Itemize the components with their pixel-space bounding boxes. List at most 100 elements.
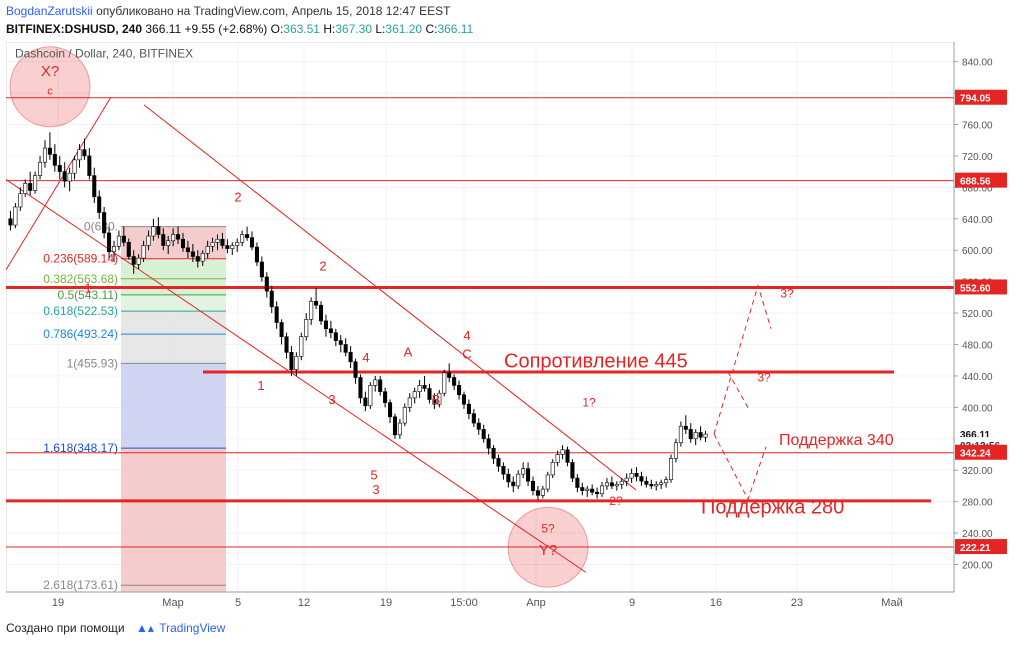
channel-line — [143, 104, 637, 491]
candle-body — [585, 488, 590, 491]
fib-zone — [121, 334, 226, 364]
fib-level-label: 1.618(348.17) — [43, 441, 118, 455]
wave-label-n1b: 1 — [257, 378, 264, 393]
high-value: 367.30 — [335, 22, 373, 36]
candle-body — [141, 245, 146, 259]
price-chart[interactable]: 0(630. 0.236(589.14) 0.382(563.68) 0.5(543.… — [5, 41, 1009, 611]
tradingview-logo-icon[interactable]: ▲▴ — [135, 621, 154, 635]
wave-label-B: B — [432, 392, 441, 407]
candle-body — [535, 490, 540, 496]
x-tick-label: 9 — [629, 597, 635, 609]
tradingview-link[interactable]: TradingView — [159, 621, 226, 635]
fib-level-label: 0.382(563.68) — [43, 272, 118, 286]
candle-body — [629, 473, 634, 479]
candle-body — [77, 149, 82, 161]
candle-body — [693, 432, 698, 440]
y-tick-label: 720.00 — [962, 152, 993, 163]
candle-body — [156, 226, 161, 235]
fib-level-label: 0.618(522.53) — [43, 304, 118, 318]
y-tick-label: 600.00 — [962, 246, 993, 257]
candle-body — [230, 245, 235, 249]
y-tick-label: 400.00 — [962, 403, 993, 414]
x-tick-label: Мар — [162, 597, 184, 609]
fib-zone — [121, 311, 226, 335]
candle-body — [373, 379, 378, 386]
candle-body — [555, 454, 560, 463]
candle-body — [639, 476, 644, 482]
candle-body — [678, 425, 683, 444]
candle-body — [565, 449, 570, 463]
candle-body — [560, 449, 565, 455]
candle-body — [279, 322, 284, 337]
candle-body — [92, 175, 97, 198]
candle-body — [259, 261, 264, 278]
symbol-info: BITFINEX:DSHUSD, 240 366.11 +9.55 (+2.68… — [6, 22, 473, 36]
candle-body — [240, 234, 245, 243]
candle-body — [8, 218, 13, 226]
x-tick-label: 16 — [710, 597, 722, 609]
y-tick-label: 760.00 — [962, 121, 993, 132]
candle-body — [486, 438, 491, 449]
candle-body — [466, 403, 471, 414]
symbol-label: BITFINEX:DSHUSD, 240 — [6, 22, 143, 36]
candle-body — [609, 482, 614, 487]
candle-body — [121, 235, 126, 243]
candle-body — [649, 484, 654, 487]
candle-body — [511, 481, 516, 487]
candle-body — [545, 474, 550, 490]
candle-body — [659, 482, 664, 485]
candle-body — [461, 394, 467, 405]
wave-label-q1: 1? — [582, 396, 596, 410]
candle-body — [388, 402, 393, 418]
projection-path-mid — [727, 371, 751, 412]
candle-body — [432, 399, 437, 405]
wave-label-n3a: 3 — [328, 392, 335, 407]
x-tick-label: 23 — [791, 597, 803, 609]
candle-body — [343, 344, 348, 353]
y-tick-label: 280.00 — [962, 498, 993, 509]
price-marker-label: 366.11 — [960, 430, 990, 441]
fib-zone — [121, 258, 226, 279]
candle-body — [23, 183, 28, 194]
close-value: 366.11 — [437, 22, 474, 36]
candle-body — [205, 245, 210, 254]
candle-body — [294, 355, 299, 370]
candle-body — [634, 473, 639, 477]
candle-body — [614, 484, 619, 487]
wave-label-q2: 2? — [609, 494, 623, 508]
candle-body — [481, 429, 486, 440]
y-target-circle — [507, 506, 589, 588]
candle-body — [328, 328, 333, 334]
chart-area[interactable]: 0(630. 0.236(589.14) 0.382(563.68) 0.5(543.… — [5, 41, 1009, 611]
wave-label-n5: 5 — [370, 468, 377, 483]
candle-body — [136, 257, 141, 265]
footer: Создано при помощи ▲▴ TradingView — [6, 621, 225, 635]
price-marker-label: 794.05 — [960, 94, 991, 105]
candle-body — [299, 336, 304, 357]
fib-level-label: 0.236(589.14) — [43, 252, 118, 266]
candle-body — [38, 161, 43, 176]
y-tick-label: 240.00 — [962, 529, 993, 540]
candle-body — [107, 232, 112, 253]
y-tick-label: 320.00 — [962, 466, 993, 477]
y-tick-label: 440.00 — [962, 372, 993, 383]
candle-body — [254, 246, 259, 263]
x-tick-label: Май — [881, 597, 903, 609]
candle-body — [397, 422, 402, 436]
price-marker-box — [955, 444, 1007, 460]
x-tick-label: 19 — [380, 597, 392, 609]
y-tick-label: 640.00 — [962, 215, 993, 226]
fib-level-label: 2.618(173.61) — [43, 578, 118, 592]
open-label: O: — [270, 22, 284, 36]
author-link[interactable]: BogdanZarutskii — [6, 4, 93, 18]
price-marker-label: 688.56 — [960, 177, 991, 188]
fib-level-label: 1(455.93) — [67, 356, 118, 370]
candle-body — [476, 422, 481, 430]
candle-body — [338, 340, 343, 345]
x-tick-label: 12 — [298, 597, 310, 609]
candle-body — [176, 234, 181, 240]
wave-label-n2b: 2 — [319, 259, 326, 274]
candle-body — [171, 234, 176, 242]
x-tick-label: 15:00 — [450, 597, 478, 609]
candle-body — [52, 154, 57, 166]
